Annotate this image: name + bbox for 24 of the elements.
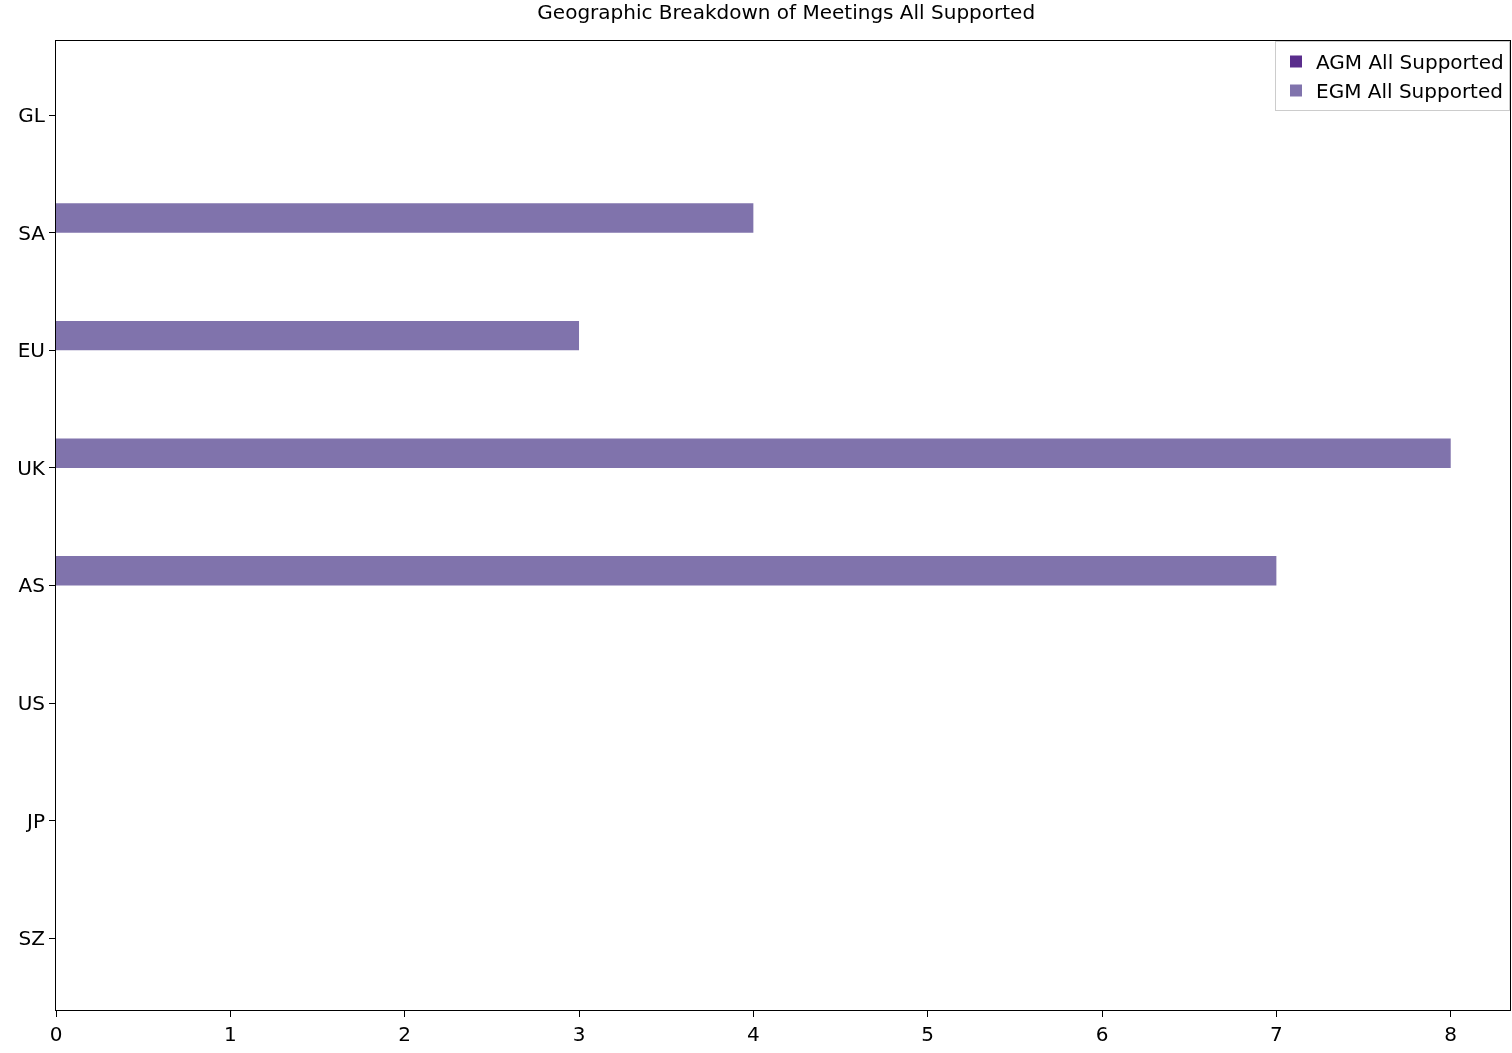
x-tick-label: 4 (746, 1022, 760, 1046)
x-tick-label: 1 (223, 1022, 237, 1046)
y-tick-label: EU (17, 338, 45, 363)
bar (56, 438, 1451, 468)
y-tick-label: UK (17, 455, 46, 480)
y-tick-label: JP (25, 808, 45, 833)
x-tick-label: 8 (1444, 1022, 1458, 1046)
x-tick-label: 7 (1270, 1022, 1283, 1046)
y-tick-label: AS (18, 573, 45, 598)
x-tick-label: 3 (572, 1022, 586, 1046)
x-tick-label: 0 (49, 1022, 63, 1046)
bar (56, 556, 1277, 586)
legend-label: EGM All Supported (1316, 79, 1503, 104)
y-tick-label: SA (18, 220, 46, 245)
y-tick-label: US (17, 691, 45, 716)
y-tick-label: GL (18, 103, 46, 128)
chart-title: Geographic Breakdown of Meetings All Supported (537, 0, 1036, 25)
x-tick-label: 2 (398, 1022, 412, 1046)
bar (56, 203, 754, 233)
bar (56, 320, 580, 351)
legend-label: AGM All Supported (1316, 50, 1504, 75)
x-tick-label: 6 (1095, 1022, 1109, 1046)
x-tick-label: 5 (921, 1022, 935, 1046)
y-tick-label: SZ (18, 926, 45, 951)
